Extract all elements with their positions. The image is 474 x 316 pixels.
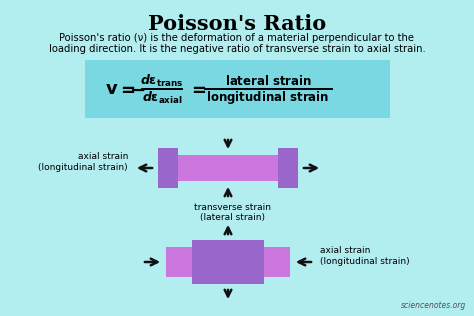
Text: Poisson's ratio (ν) is the deformation of a material perpendicular to the: Poisson's ratio (ν) is the deformation o… (60, 33, 414, 43)
Bar (158, 148, 178, 188)
Text: Poisson's Ratio: Poisson's Ratio (148, 14, 326, 34)
Bar (264, 247, 290, 277)
Text: $\boldsymbol{d\varepsilon}$$_{\mathbf{axial}}$: $\boldsymbol{d\varepsilon}$$_{\mathbf{ax… (142, 90, 182, 106)
Bar (166, 247, 192, 277)
Bar (192, 240, 264, 284)
Bar (178, 155, 278, 181)
Text: $\mathbf{lateral\ strain}$: $\mathbf{lateral\ strain}$ (225, 74, 311, 88)
Text: sciencenotes.org: sciencenotes.org (401, 301, 466, 310)
Text: axial strain
(longitudinal strain): axial strain (longitudinal strain) (320, 246, 410, 266)
Text: $\mathbf{v}$: $\mathbf{v}$ (105, 80, 118, 98)
Text: $\mathbf{longitudinal\ strain}$: $\mathbf{longitudinal\ strain}$ (206, 89, 329, 106)
Text: axial strain
(longitudinal strain): axial strain (longitudinal strain) (38, 152, 128, 172)
Text: $\mathbf{=}$: $\mathbf{=}$ (117, 80, 136, 98)
Bar (85, 60, 390, 118)
Text: $\mathbf{-}$: $\mathbf{-}$ (129, 80, 145, 99)
Text: transverse strain
(lateral strain): transverse strain (lateral strain) (194, 203, 272, 222)
Text: $\mathbf{=}$: $\mathbf{=}$ (188, 80, 207, 98)
Bar (278, 148, 298, 188)
Text: $\boldsymbol{d\varepsilon}$$_{\mathbf{trans}}$: $\boldsymbol{d\varepsilon}$$_{\mathbf{tr… (140, 73, 184, 89)
Text: loading direction. It is the negative ratio of transverse strain to axial strain: loading direction. It is the negative ra… (49, 44, 425, 54)
